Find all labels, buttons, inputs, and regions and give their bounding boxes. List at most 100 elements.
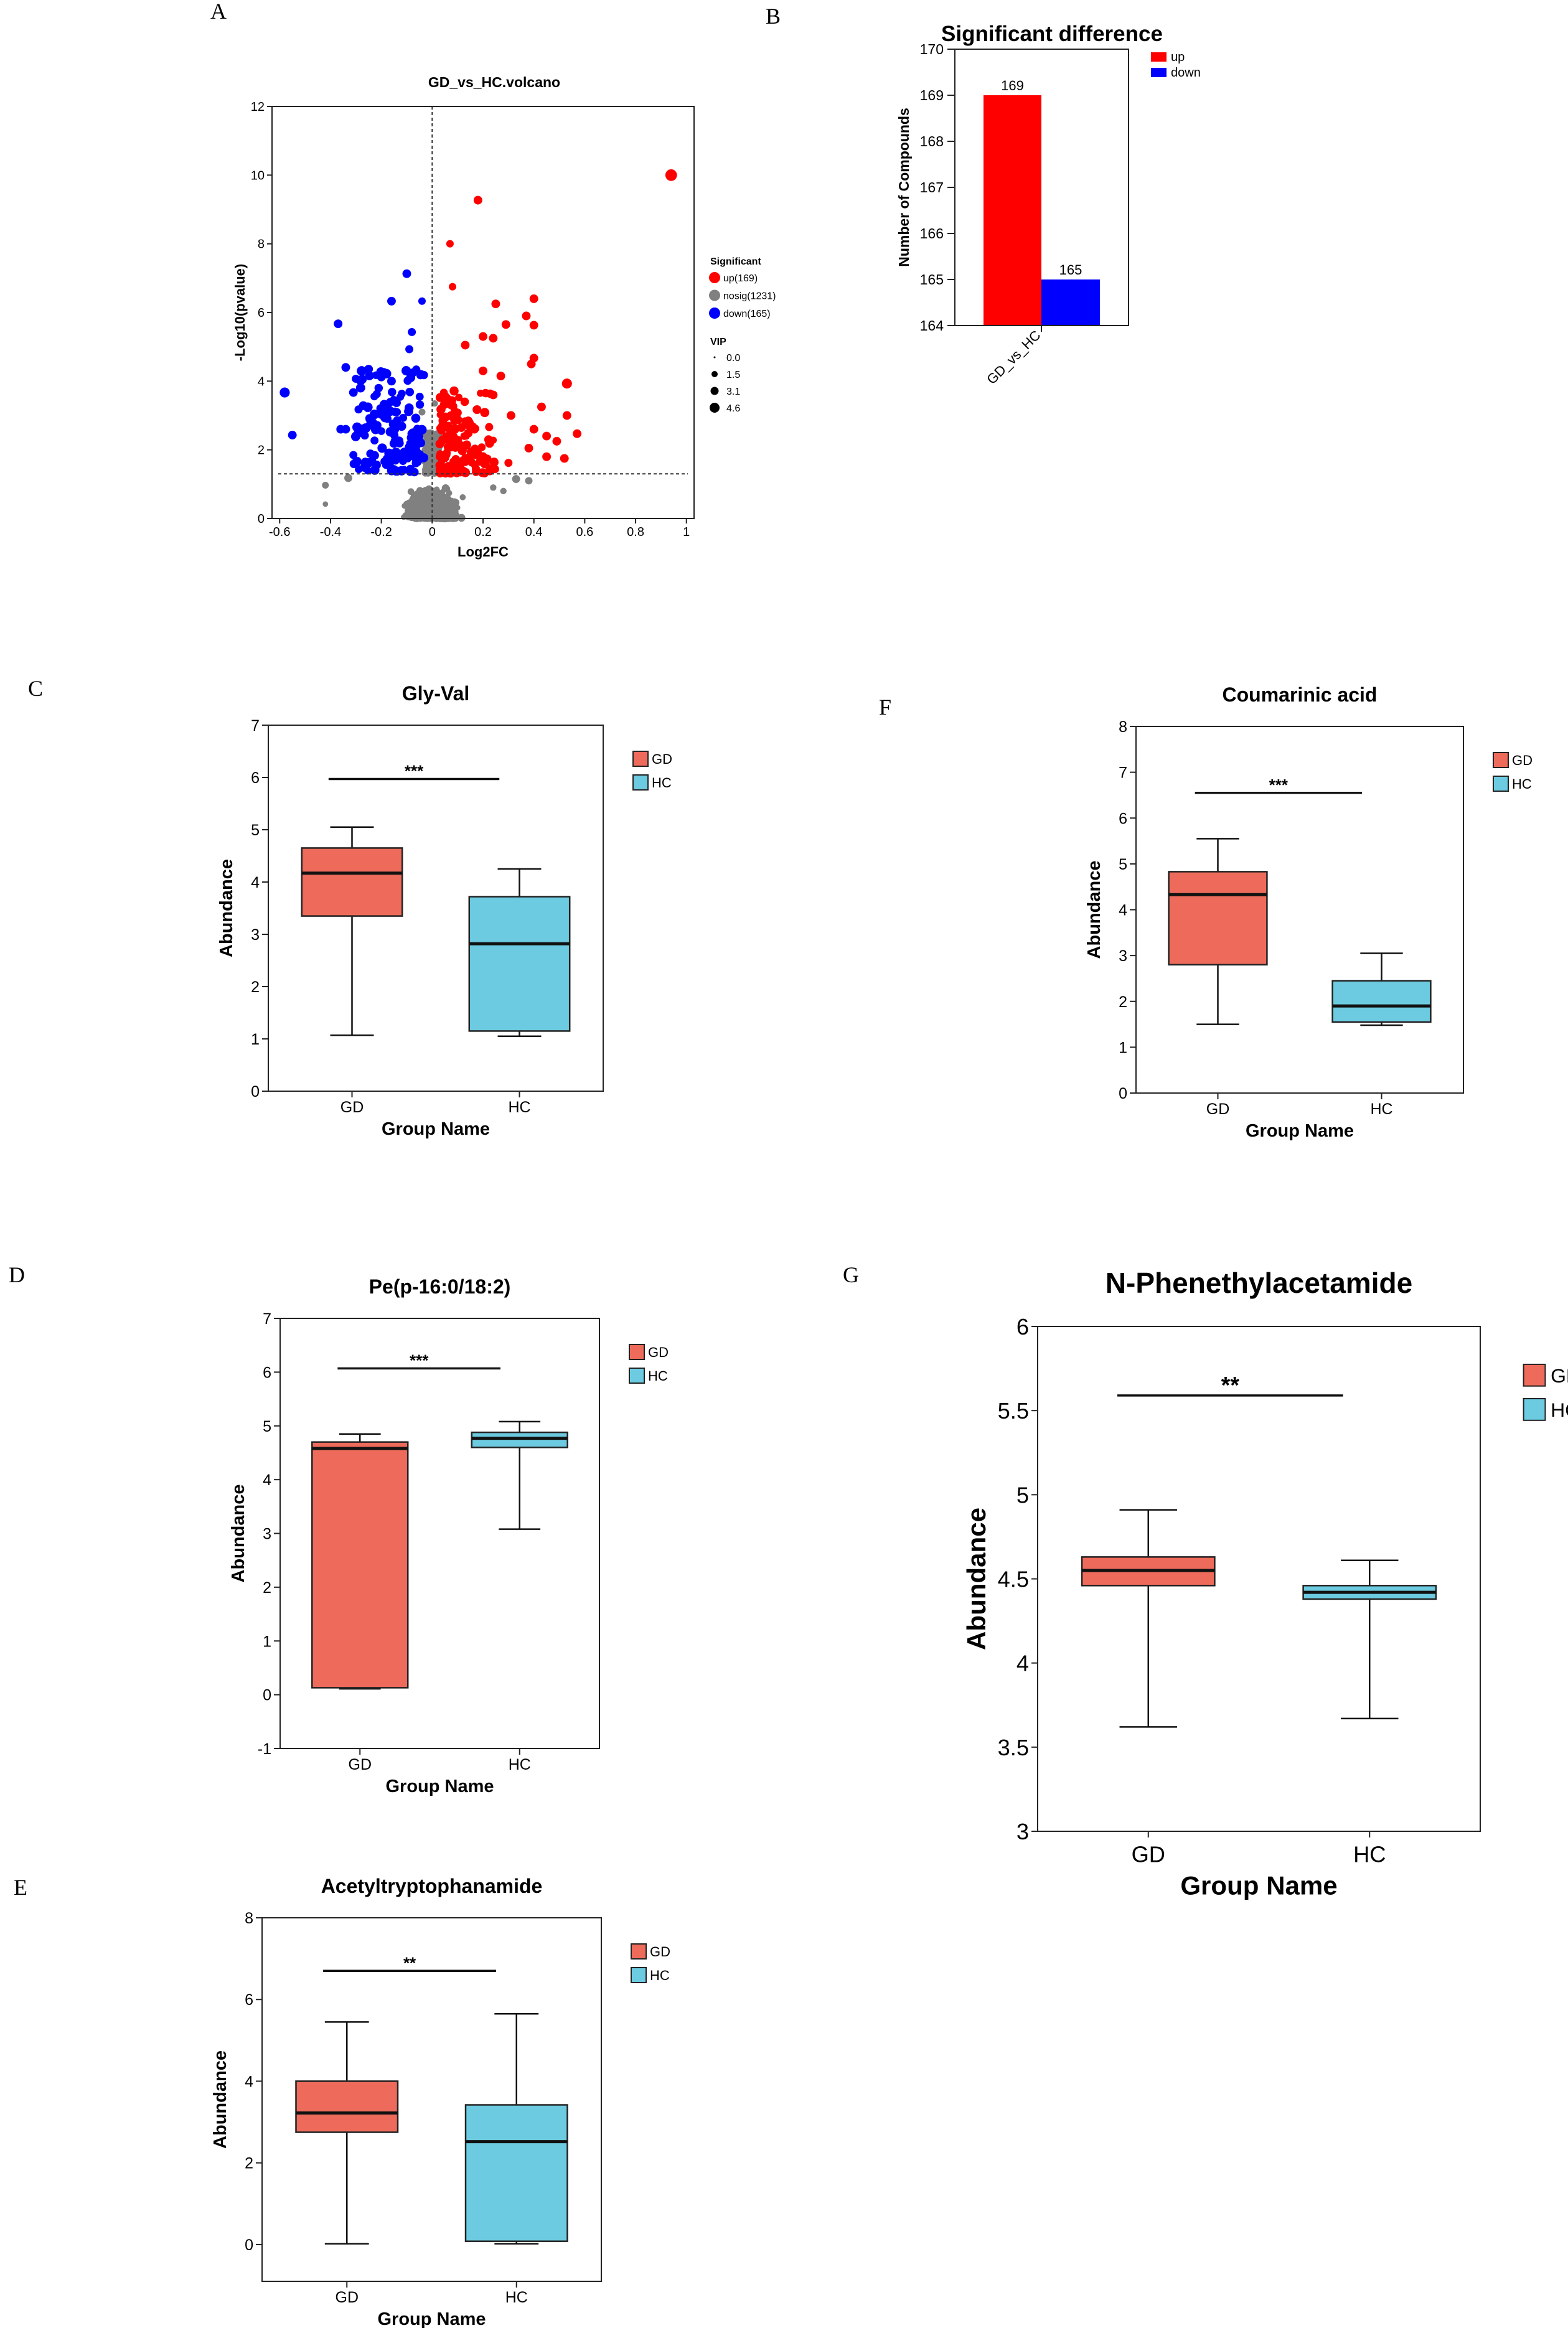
volcano-point-nosig (418, 408, 426, 416)
legend-label: up (1171, 50, 1185, 64)
y-tick-label: 5 (1016, 1482, 1029, 1508)
volcano-point-up (477, 468, 487, 477)
volcano-point-down (411, 433, 421, 443)
volcano-point-up (542, 431, 552, 441)
volcano-point-up (489, 334, 498, 343)
volcano-point-down (415, 392, 424, 401)
y-tick-label: 8 (1119, 718, 1127, 736)
legend-swatch-gd (1523, 1363, 1546, 1387)
y-tick-label: 4 (245, 2073, 253, 2090)
y-tick-label: 5 (1119, 856, 1127, 873)
volcano-point-down (334, 319, 343, 329)
y-tick-label: 2 (258, 444, 265, 458)
volcano-point-up (560, 454, 569, 463)
volcano-point-up (444, 421, 453, 429)
y-tick-label: -1 (258, 1740, 271, 1758)
y-tick-label: 164 (920, 317, 944, 334)
legend-marker (709, 289, 720, 301)
volcano-point-up (573, 429, 582, 438)
vip-label: 0.0 (726, 353, 740, 364)
volcano-point-down (400, 466, 408, 474)
volcano-point-nosig (459, 494, 466, 500)
legend-swatch-hc (631, 1967, 647, 1983)
volcano-point-up (450, 416, 458, 425)
volcano-point-down (370, 451, 379, 460)
volcano-point-up (461, 340, 470, 350)
volcano-point-down (393, 416, 401, 425)
significance-label: ** (1221, 1372, 1240, 1398)
volcano-point-up (529, 321, 538, 330)
box-gd (1168, 871, 1268, 966)
panel-label-c: C (28, 676, 43, 701)
volcano-point-up (506, 411, 515, 420)
volcano-point-up (441, 412, 451, 422)
volcano-point-up (457, 423, 466, 432)
y-tick-label: 6 (263, 1364, 271, 1381)
legend-swatch-gd (632, 751, 649, 767)
volcano-point-up (481, 461, 489, 469)
volcano-point-nosig (458, 514, 466, 522)
y-tick-label: 5 (251, 822, 260, 839)
volcano-point-nosig (454, 505, 461, 511)
volcano-point-nosig (419, 497, 426, 504)
volcano-point-down (341, 363, 350, 372)
volcano-point-down (390, 395, 398, 404)
x-tick-label: HC (1370, 1101, 1392, 1118)
volcano-point-up (459, 467, 469, 477)
y-axis-label: Number of Compounds (896, 108, 912, 267)
legend-swatch-down (1151, 68, 1167, 77)
x-tick-label: -0.4 (320, 525, 341, 539)
volcano-point-down (383, 415, 392, 423)
volcano-point-up (529, 425, 538, 434)
legend-marker (709, 272, 720, 283)
y-axis-label: Abundance (1084, 861, 1104, 959)
plot-frame (268, 725, 604, 1092)
volcano-point-up (485, 423, 494, 431)
volcano-point-down (388, 388, 397, 397)
volcano-point-up (479, 332, 487, 341)
x-tick-label: GD (340, 1099, 364, 1116)
y-tick-label: 2 (1119, 993, 1127, 1011)
volcano-point-nosig (445, 496, 452, 503)
volcano-point-down (411, 413, 421, 423)
volcano-point-down (393, 408, 401, 416)
volcano-point-down (405, 345, 414, 354)
y-tick-label: 1 (263, 1633, 271, 1650)
volcano-plot: -0.6 -0.4 -0.2 0 0.2 0.4 0.6 0.8 1024681012GD_vs… (232, 74, 776, 560)
y-tick-label: 170 (920, 41, 944, 57)
volcano-point-up (489, 390, 498, 400)
y-tick-label: 7 (1119, 764, 1127, 782)
volcano-point-nosig (431, 400, 438, 407)
y-tick-label: 6 (251, 769, 260, 787)
volcano-point-up (490, 458, 499, 466)
volcano-point-up (473, 195, 482, 205)
volcano-point-down (397, 421, 406, 431)
box-gd (311, 1441, 409, 1689)
legend-label: HC (648, 1368, 668, 1384)
legend-swatch-hc (629, 1368, 645, 1384)
volcano-point-down (402, 269, 411, 278)
x-axis-label: Log2FC (458, 544, 509, 560)
y-tick-label: 165 (920, 271, 944, 288)
legend-swatch-up (1151, 52, 1167, 62)
legend-vip-title: VIP (710, 337, 726, 347)
volcano-point-down (412, 365, 421, 374)
panel-label-g: G (843, 1262, 859, 1287)
volcano-point-nosig (425, 430, 433, 438)
volcano-point-down (398, 390, 406, 398)
legend-label: HC (1512, 776, 1532, 792)
volcano-point-nosig (525, 477, 533, 485)
y-tick-label: 5 (263, 1418, 271, 1435)
vip-label: 1.5 (726, 370, 740, 380)
volcano-point-up (464, 429, 473, 438)
y-tick-label: 6 (1016, 1314, 1029, 1340)
volcano-point-down (360, 462, 369, 472)
significance-label: *** (1269, 776, 1289, 794)
volcano-point-up (480, 408, 490, 418)
volcano-point-nosig (410, 491, 419, 500)
chart-title: Gly-Val (402, 682, 470, 705)
volcano-point-nosig (344, 474, 353, 482)
volcano-point-down (382, 461, 390, 469)
volcano-point-down (377, 443, 387, 453)
box-hc (1331, 980, 1432, 1023)
